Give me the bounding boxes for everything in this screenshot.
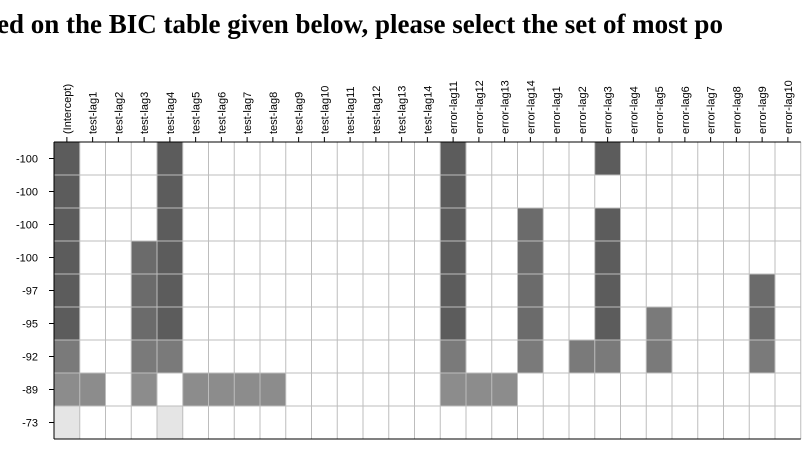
cell-test-lag1-row8	[79, 373, 106, 406]
column-label-error-lag5: error-lag5	[654, 86, 666, 134]
cell-(Intercept)-row1	[54, 142, 80, 175]
column-label-test-lag2: test-lag2	[113, 92, 125, 134]
cell-test-lag4-row9	[157, 406, 183, 439]
cell-(Intercept)-row2	[54, 175, 80, 208]
cell-error-lag3-row1	[594, 142, 621, 175]
cell-error-lag11-row5	[440, 274, 466, 307]
column-label-error-lag3: error-lag3	[603, 86, 615, 134]
row-label-2: -100	[16, 187, 38, 199]
column-label-test-lag8: test-lag8	[268, 92, 280, 134]
column-label-test-lag7: test-lag7	[242, 92, 254, 134]
cell-test-lag5-row8	[182, 373, 209, 406]
cell-error-lag9-row6	[749, 307, 775, 340]
cell-(Intercept)-row7	[54, 340, 80, 373]
column-label-test-lag5: test-lag5	[191, 92, 203, 134]
cell-error-lag3-row7	[594, 340, 621, 373]
cell-error-lag3-row4	[594, 241, 621, 274]
cell-error-lag14-row5	[517, 274, 544, 307]
cell-error-lag11-row6	[440, 307, 466, 340]
cell-error-lag11-row3	[440, 208, 466, 241]
cell-test-lag3-row5	[131, 274, 157, 307]
row-label-9: -73	[22, 418, 38, 430]
cell-error-lag5-row6	[646, 307, 672, 340]
cell-(Intercept)-row4	[54, 241, 80, 274]
column-label-test-lag11: test-lag11	[345, 87, 357, 135]
column-label-test-lag4: test-lag4	[165, 92, 177, 134]
cell-test-lag4-row6	[157, 307, 183, 340]
column-label-test-lag14: test-lag14	[422, 86, 434, 134]
column-label-test-lag3: test-lag3	[139, 92, 151, 134]
cell-test-lag6-row8	[208, 373, 235, 406]
cell-test-lag7-row8	[234, 373, 260, 406]
cell-error-lag12-row8	[466, 373, 492, 406]
cells-layer	[54, 142, 775, 439]
cell-test-lag4-row1	[157, 142, 183, 175]
cell-error-lag3-row3	[594, 208, 621, 241]
column-label-test-lag9: test-lag9	[294, 92, 306, 134]
axis-layer	[49, 137, 801, 440]
row-label-3: -100	[16, 220, 38, 232]
cell-test-lag4-row4	[157, 241, 183, 274]
cell-error-lag14-row3	[517, 208, 544, 241]
cell-test-lag3-row7	[131, 340, 157, 373]
column-label-error-lag1: error-lag1	[551, 86, 563, 134]
column-label-error-lag10: error-lag10	[783, 80, 795, 134]
cell-error-lag9-row7	[749, 340, 775, 373]
row-label-4: -100	[16, 253, 38, 265]
column-label-error-lag2: error-lag2	[577, 86, 589, 134]
cell-test-lag3-row6	[131, 307, 157, 340]
column-label-error-lag6: error-lag6	[680, 86, 692, 134]
cell-(Intercept)-row8	[54, 373, 80, 406]
column-label-error-lag9: error-lag9	[757, 86, 769, 134]
cell-error-lag11-row1	[440, 142, 466, 175]
row-label-5: -97	[22, 286, 38, 298]
cell-error-lag3-row6	[594, 307, 621, 340]
cell-test-lag3-row4	[131, 241, 157, 274]
cell-error-lag11-row8	[440, 373, 466, 406]
column-label-error-lag4: error-lag4	[628, 86, 640, 134]
column-label-error-lag14: error-lag14	[525, 80, 537, 134]
cell-error-lag13-row8	[491, 373, 518, 406]
cell-test-lag4-row5	[157, 274, 183, 307]
cell-error-lag14-row4	[517, 241, 544, 274]
column-label-error-lag12: error-lag12	[474, 80, 486, 134]
column-label-test-lag10: test-lag10	[319, 86, 331, 134]
cell-(Intercept)-row5	[54, 274, 80, 307]
cell-error-lag9-row5	[749, 274, 775, 307]
cell-error-lag11-row4	[440, 241, 466, 274]
column-label-test-lag13: test-lag13	[397, 86, 409, 134]
cell-error-lag11-row2	[440, 175, 466, 208]
row-label-6: -95	[22, 319, 38, 331]
cell-error-lag11-row7	[440, 340, 466, 373]
cell-(Intercept)-row6	[54, 307, 80, 340]
cell-error-lag5-row7	[646, 340, 672, 373]
row-labels: -100 -100 -100 -100 -97 -95 -92 -89 -73	[16, 154, 38, 430]
question-text: ed on the BIC table given below, please …	[0, 9, 723, 39]
column-label-test-lag1: test-lag1	[88, 92, 100, 134]
column-label-error-lag8: error-lag8	[731, 86, 743, 134]
column-label-error-lag11: error-lag11	[448, 81, 460, 134]
cell-test-lag3-row8	[131, 373, 157, 406]
column-label-test-lag6: test-lag6	[216, 92, 228, 134]
cell-(Intercept)-row9	[54, 406, 80, 439]
row-label-8: -89	[22, 385, 38, 397]
cell-test-lag4-row7	[157, 340, 183, 373]
row-label-7: -92	[22, 352, 38, 364]
cell-test-lag4-row3	[157, 208, 183, 241]
cell-error-lag14-row7	[517, 340, 544, 373]
column-label-error-lag13: error-lag13	[500, 80, 512, 134]
column-labels: (Intercept) test-lag1 test-lag2 test-lag3 te…	[62, 80, 795, 134]
cell-error-lag2-row7	[569, 340, 595, 373]
column-label-test-lag12: test-lag12	[371, 86, 383, 134]
cell-test-lag8-row8	[260, 373, 286, 406]
column-label-(Intercept): (Intercept)	[62, 84, 74, 134]
cell-(Intercept)-row3	[54, 208, 80, 241]
cell-error-lag14-row6	[517, 307, 544, 340]
column-label-error-lag7: error-lag7	[706, 86, 718, 134]
cell-test-lag4-row2	[157, 175, 183, 208]
cell-error-lag3-row5	[594, 274, 621, 307]
row-label-1: -100	[16, 154, 38, 166]
